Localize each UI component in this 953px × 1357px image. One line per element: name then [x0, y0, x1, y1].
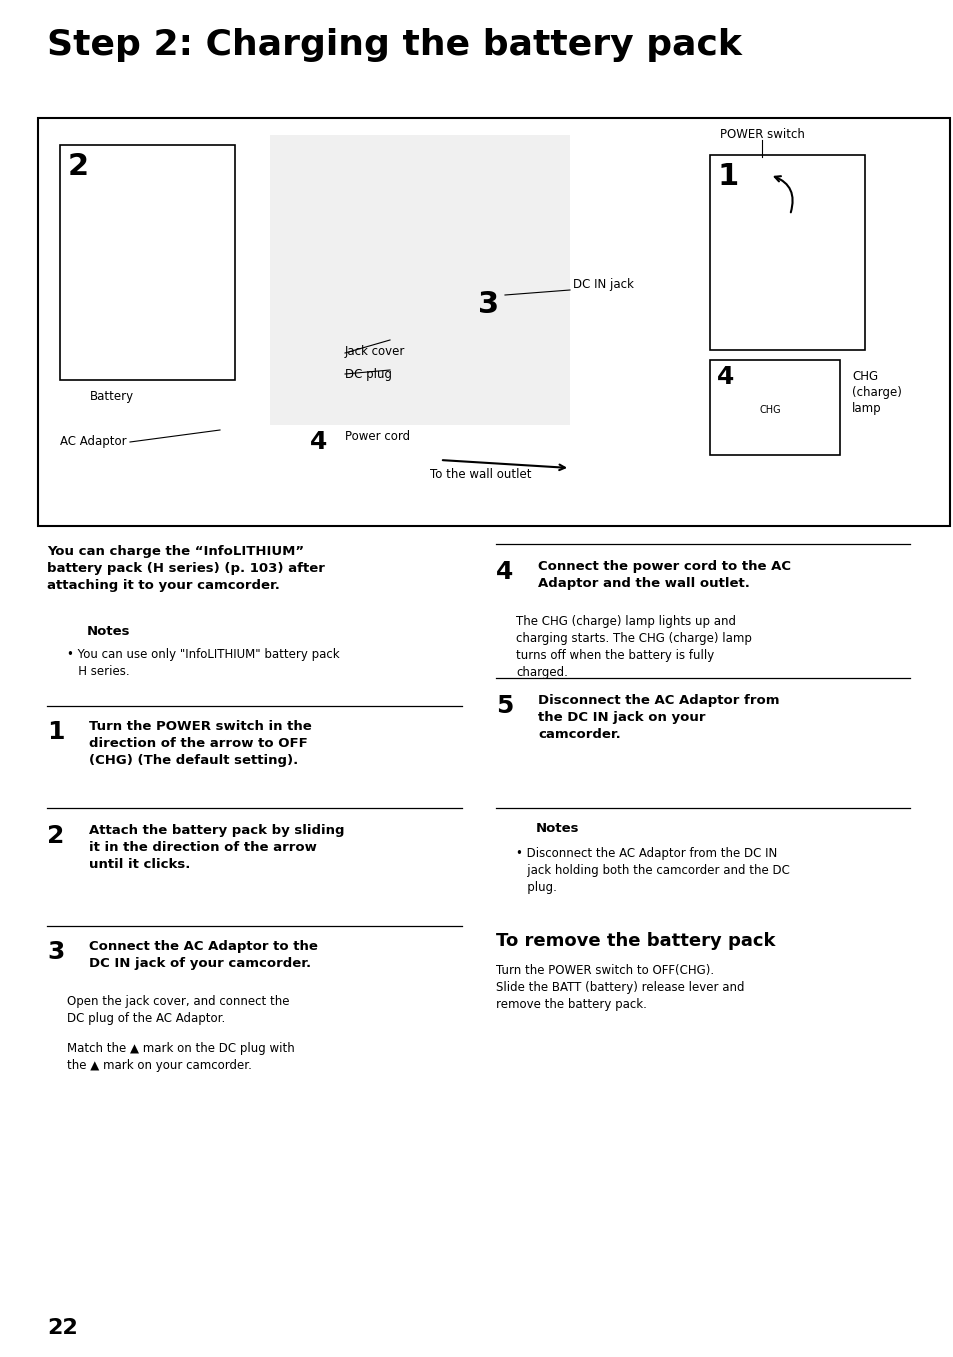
Text: Connect the power cord to the AC
Adaptor and the wall outlet.: Connect the power cord to the AC Adaptor…	[537, 560, 790, 590]
Text: Attach the battery pack by sliding
it in the direction of the arrow
until it cli: Attach the battery pack by sliding it in…	[89, 824, 344, 871]
Text: Connect the AC Adaptor to the
DC IN jack of your camcorder.: Connect the AC Adaptor to the DC IN jack…	[89, 940, 317, 970]
Text: 4: 4	[496, 560, 513, 584]
Text: Notes: Notes	[536, 822, 578, 835]
Text: Turn the POWER switch in the
direction of the arrow to OFF
(CHG) (The default se: Turn the POWER switch in the direction o…	[89, 721, 312, 767]
Text: Open the jack cover, and connect the
DC plug of the AC Adaptor.: Open the jack cover, and connect the DC …	[67, 995, 289, 1025]
Text: 4: 4	[310, 430, 327, 455]
Text: Power cord: Power cord	[345, 430, 410, 442]
Bar	[60, 145, 234, 380]
Text: 22: 22	[47, 1318, 77, 1338]
Text: Turn the POWER switch to OFF(CHG).
Slide the BATT (battery) release lever and
re: Turn the POWER switch to OFF(CHG). Slide…	[496, 963, 743, 1011]
Text: 2: 2	[47, 824, 64, 848]
Text: The CHG (charge) lamp lights up and
charging starts. The CHG (charge) lamp
turns: The CHG (charge) lamp lights up and char…	[516, 615, 751, 678]
Text: Step 2: Charging the battery pack: Step 2: Charging the battery pack	[47, 28, 741, 62]
Bar	[709, 360, 840, 455]
Text: To remove the battery pack: To remove the battery pack	[496, 932, 775, 950]
Text: To the wall outlet: To the wall outlet	[430, 468, 531, 480]
Text: 1: 1	[718, 161, 739, 191]
Bar	[270, 134, 569, 425]
Text: AC Adaptor: AC Adaptor	[60, 436, 127, 448]
Text: 4: 4	[717, 365, 734, 389]
Text: You can charge the “InfoLITHIUM”
battery pack (H series) (p. 103) after
attachin: You can charge the “InfoLITHIUM” battery…	[47, 546, 325, 592]
Text: • You can use only "InfoLITHIUM" battery pack
   H series.: • You can use only "InfoLITHIUM" battery…	[67, 649, 339, 678]
Text: • Disconnect the AC Adaptor from the DC IN
   jack holding both the camcorder an: • Disconnect the AC Adaptor from the DC …	[516, 847, 789, 894]
Text: Match the ▲ mark on the DC plug with
the ▲ mark on your camcorder.: Match the ▲ mark on the DC plug with the…	[67, 1042, 294, 1072]
Bar	[709, 155, 864, 350]
Text: 3: 3	[47, 940, 64, 963]
Text: CHG
(charge)
lamp: CHG (charge) lamp	[851, 370, 901, 415]
Text: 5: 5	[496, 693, 513, 718]
Text: DC IN jack: DC IN jack	[573, 278, 633, 290]
Text: CHG: CHG	[760, 404, 781, 415]
Text: 3: 3	[477, 290, 498, 319]
Text: DC plug: DC plug	[345, 368, 392, 381]
Text: 1: 1	[47, 721, 65, 744]
Text: POWER switch: POWER switch	[720, 128, 804, 141]
Bar	[38, 118, 949, 527]
Text: Jack cover: Jack cover	[345, 345, 405, 358]
Text: Disconnect the AC Adaptor from
the DC IN jack on your
camcorder.: Disconnect the AC Adaptor from the DC IN…	[537, 693, 779, 741]
Text: Battery: Battery	[90, 389, 134, 403]
Text: 2: 2	[68, 152, 89, 180]
Text: Notes: Notes	[87, 626, 131, 638]
